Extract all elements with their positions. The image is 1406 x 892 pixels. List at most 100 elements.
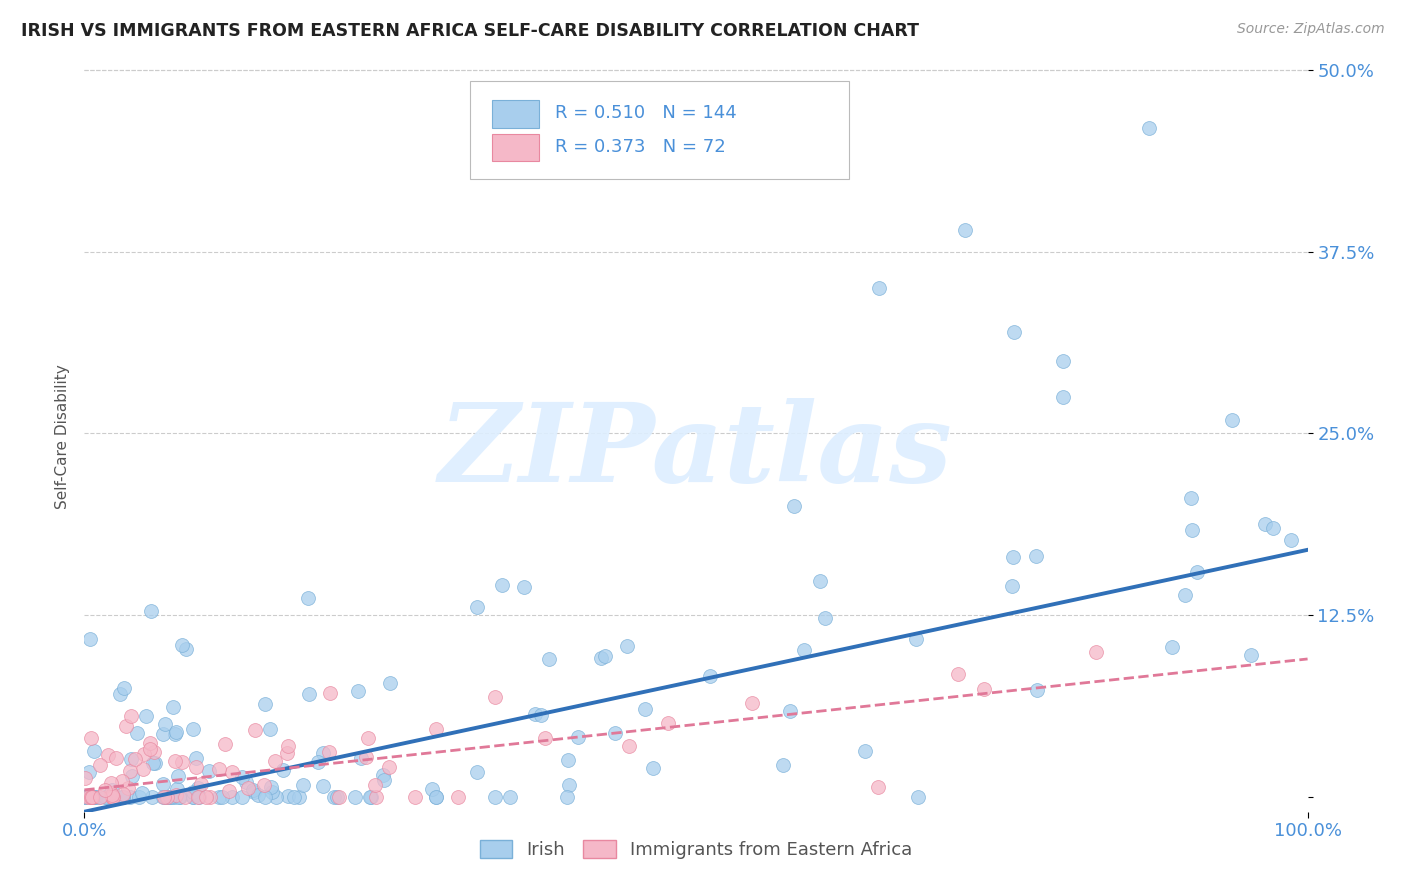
Point (134, 747, 156, 762)
Point (100, 775, 122, 789)
Point (139, 736, 162, 750)
Point (235, 775, 257, 789)
Point (380, 676, 402, 690)
Point (231, 790, 253, 805)
Point (169, 790, 191, 805)
Point (111, 790, 134, 805)
Point (537, 652, 560, 666)
Point (190, 777, 212, 791)
Point (101, 788, 124, 802)
Point (772, 757, 794, 772)
Point (111, 787, 134, 801)
Point (84, 790, 107, 805)
Point (253, 790, 276, 805)
Point (111, 790, 134, 805)
Point (307, 756, 329, 770)
Point (344, 790, 367, 805)
Point (1181, 523, 1204, 537)
Point (593, 649, 616, 664)
Point (167, 790, 190, 805)
Point (465, 764, 488, 779)
Point (264, 790, 287, 805)
Point (163, 790, 186, 805)
Point (1174, 588, 1197, 602)
Point (94, 790, 117, 805)
Point (198, 764, 221, 778)
Point (1180, 491, 1202, 505)
Point (260, 780, 283, 794)
Point (80, 790, 103, 805)
Point (141, 604, 163, 618)
Point (214, 737, 236, 751)
Point (904, 632, 927, 646)
Point (83, 744, 105, 758)
Point (868, 780, 890, 794)
Point (378, 760, 401, 774)
Point (132, 762, 155, 776)
Point (221, 764, 243, 779)
Point (425, 790, 447, 805)
Point (153, 717, 176, 731)
Point (170, 755, 193, 769)
Text: ZIPatlas: ZIPatlas (439, 399, 953, 506)
Point (79, 632, 101, 646)
Point (218, 784, 240, 798)
Point (297, 687, 319, 701)
Point (124, 752, 146, 766)
Point (1240, 648, 1263, 663)
Point (208, 762, 231, 776)
Point (89, 790, 111, 805)
Point (328, 790, 350, 805)
Point (1025, 549, 1047, 563)
Point (100, 786, 122, 800)
Point (125, 725, 148, 739)
Point (115, 718, 138, 732)
Point (97, 747, 120, 762)
Point (318, 745, 340, 759)
Point (252, 778, 274, 792)
Point (184, 751, 207, 765)
Point (657, 716, 679, 731)
Point (159, 790, 181, 805)
Point (118, 764, 141, 778)
Text: IRISH VS IMMIGRANTS FROM EASTERN AFRICA SELF-CARE DISABILITY CORRELATION CHART: IRISH VS IMMIGRANTS FROM EASTERN AFRICA … (21, 22, 920, 40)
Point (953, 223, 976, 237)
Point (779, 704, 801, 718)
Point (153, 790, 176, 805)
Legend: Irish, Immigrants from Eastern Africa: Irish, Immigrants from Eastern Africa (472, 832, 920, 866)
Point (491, 578, 513, 592)
Point (1220, 413, 1243, 427)
Point (347, 684, 370, 698)
Point (276, 746, 298, 760)
Point (120, 709, 142, 723)
Point (120, 790, 142, 805)
Point (108, 687, 131, 701)
Point (105, 751, 128, 765)
Point (641, 761, 664, 775)
Point (1254, 517, 1277, 532)
Point (221, 790, 243, 805)
Point (187, 781, 209, 796)
Point (173, 790, 195, 805)
Point (76, 790, 98, 805)
Point (350, 751, 373, 765)
Point (141, 790, 163, 805)
Point (82, 790, 104, 805)
Point (174, 642, 197, 657)
Point (157, 790, 180, 805)
Point (170, 638, 193, 652)
Point (128, 790, 150, 805)
Point (513, 580, 536, 594)
Point (101, 790, 124, 805)
Point (814, 611, 837, 625)
Point (111, 774, 134, 789)
Point (165, 754, 187, 768)
Point (166, 782, 188, 797)
Point (420, 782, 443, 797)
Point (1261, 521, 1284, 535)
Point (163, 727, 186, 741)
Point (589, 650, 612, 665)
Point (263, 754, 285, 768)
Point (603, 726, 626, 740)
Point (143, 756, 166, 770)
